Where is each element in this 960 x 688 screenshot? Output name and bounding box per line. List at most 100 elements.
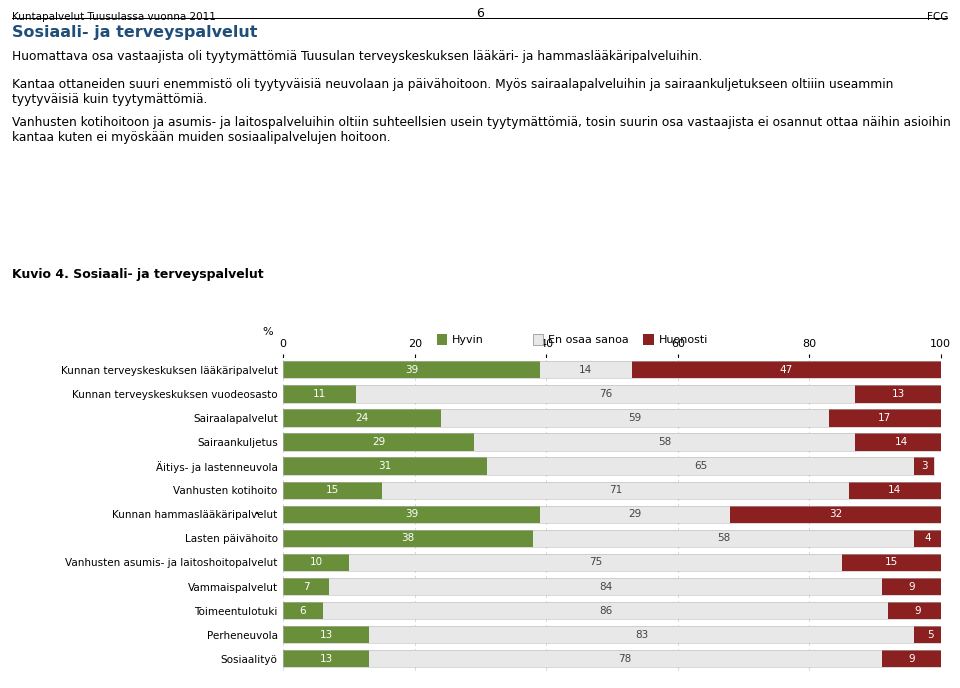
Text: 24: 24 <box>355 413 369 423</box>
Text: 14: 14 <box>888 485 901 495</box>
Bar <box>888 602 948 619</box>
Bar <box>283 554 349 571</box>
Bar <box>283 482 382 499</box>
Text: Kuvio 4. Sosiaali- ja terveyspalvelut: Kuvio 4. Sosiaali- ja terveyspalvelut <box>12 268 263 281</box>
Text: Huomattava osa vastaajista oli tyytymättömiä Tuusulan terveyskeskuksen lääkäri- : Huomattava osa vastaajista oli tyytymätt… <box>12 50 702 63</box>
Bar <box>283 602 323 619</box>
Bar <box>540 361 632 378</box>
Bar <box>283 409 441 427</box>
Bar <box>855 433 948 451</box>
Text: 29: 29 <box>372 437 385 447</box>
Text: ·: · <box>253 505 260 524</box>
Bar <box>283 506 540 523</box>
Text: Kantaa ottaneiden suuri enemmistö oli tyytyväisiä neuvolaan ja päivähoitoon. Myö: Kantaa ottaneiden suuri enemmistö oli ty… <box>12 78 893 106</box>
Bar <box>881 578 941 595</box>
Bar <box>349 554 842 571</box>
Bar <box>283 458 487 475</box>
Bar <box>849 482 941 499</box>
Bar <box>283 554 941 571</box>
Text: 15: 15 <box>325 485 339 495</box>
Text: 10: 10 <box>309 557 323 568</box>
Text: 84: 84 <box>599 581 612 592</box>
Text: FCG: FCG <box>927 12 948 22</box>
Bar <box>283 482 941 499</box>
Bar <box>283 506 941 523</box>
Text: 38: 38 <box>401 533 415 544</box>
Bar <box>283 578 329 595</box>
Bar <box>283 409 941 427</box>
Text: 15: 15 <box>885 557 899 568</box>
Bar <box>474 433 855 451</box>
Bar <box>329 578 881 595</box>
Bar <box>283 650 941 667</box>
Bar <box>283 578 941 595</box>
Text: 71: 71 <box>609 485 622 495</box>
Text: Vanhusten kotihoitoon ja asumis- ja laitospalveluihin oltiin suhteellsien usein : Vanhusten kotihoitoon ja asumis- ja lait… <box>12 116 954 144</box>
Text: 39: 39 <box>405 365 418 375</box>
Text: 13: 13 <box>892 389 904 399</box>
Bar <box>369 650 881 667</box>
Text: 14: 14 <box>579 365 592 375</box>
Text: 65: 65 <box>694 461 708 471</box>
Bar <box>323 602 888 619</box>
Text: 47: 47 <box>780 365 793 375</box>
Text: 83: 83 <box>635 630 648 640</box>
Bar <box>915 530 941 547</box>
Text: 59: 59 <box>629 413 641 423</box>
Bar <box>283 385 941 402</box>
Text: Kuntapalvelut Tuusulassa vuonna 2011: Kuntapalvelut Tuusulassa vuonna 2011 <box>12 12 215 22</box>
Bar <box>487 458 915 475</box>
Text: 13: 13 <box>320 654 332 664</box>
Bar <box>283 626 369 643</box>
Bar <box>632 361 941 378</box>
Text: 11: 11 <box>313 389 326 399</box>
Text: %: % <box>263 327 274 337</box>
Text: 17: 17 <box>878 413 892 423</box>
Text: 75: 75 <box>588 557 602 568</box>
Bar <box>283 626 948 643</box>
Bar <box>369 626 915 643</box>
Bar <box>355 385 855 402</box>
Bar <box>283 650 369 667</box>
Bar <box>283 385 355 402</box>
Text: 13: 13 <box>320 630 332 640</box>
Text: 9: 9 <box>908 581 915 592</box>
Text: Hyvin: Hyvin <box>452 334 484 345</box>
Bar <box>842 554 941 571</box>
Text: 31: 31 <box>378 461 392 471</box>
Text: 7: 7 <box>303 581 309 592</box>
Bar <box>441 409 829 427</box>
Text: 5: 5 <box>927 630 934 640</box>
Text: 6: 6 <box>476 7 484 20</box>
Text: En osaa sanoa: En osaa sanoa <box>548 334 629 345</box>
Text: 9: 9 <box>915 605 921 616</box>
Text: 76: 76 <box>599 389 612 399</box>
Bar <box>533 530 915 547</box>
Bar <box>283 530 941 547</box>
Text: 78: 78 <box>618 654 632 664</box>
Bar <box>283 433 948 451</box>
Text: 6: 6 <box>300 605 306 616</box>
Text: 4: 4 <box>924 533 931 544</box>
Bar <box>283 458 934 475</box>
Bar <box>915 626 948 643</box>
Bar <box>382 482 849 499</box>
Bar <box>283 530 533 547</box>
Text: 9: 9 <box>908 654 915 664</box>
Text: 58: 58 <box>717 533 731 544</box>
Bar <box>881 650 941 667</box>
Text: 29: 29 <box>629 509 641 519</box>
Bar <box>283 361 941 378</box>
Text: 3: 3 <box>921 461 927 471</box>
Bar <box>731 506 941 523</box>
Bar <box>855 385 941 402</box>
Text: 39: 39 <box>405 509 418 519</box>
Bar <box>283 602 948 619</box>
Bar <box>283 361 540 378</box>
Text: Sosiaali- ja terveyspalvelut: Sosiaali- ja terveyspalvelut <box>12 25 257 41</box>
Bar <box>540 506 731 523</box>
Text: 58: 58 <box>658 437 671 447</box>
Bar <box>283 433 474 451</box>
Text: 86: 86 <box>599 605 612 616</box>
Text: 14: 14 <box>895 437 908 447</box>
